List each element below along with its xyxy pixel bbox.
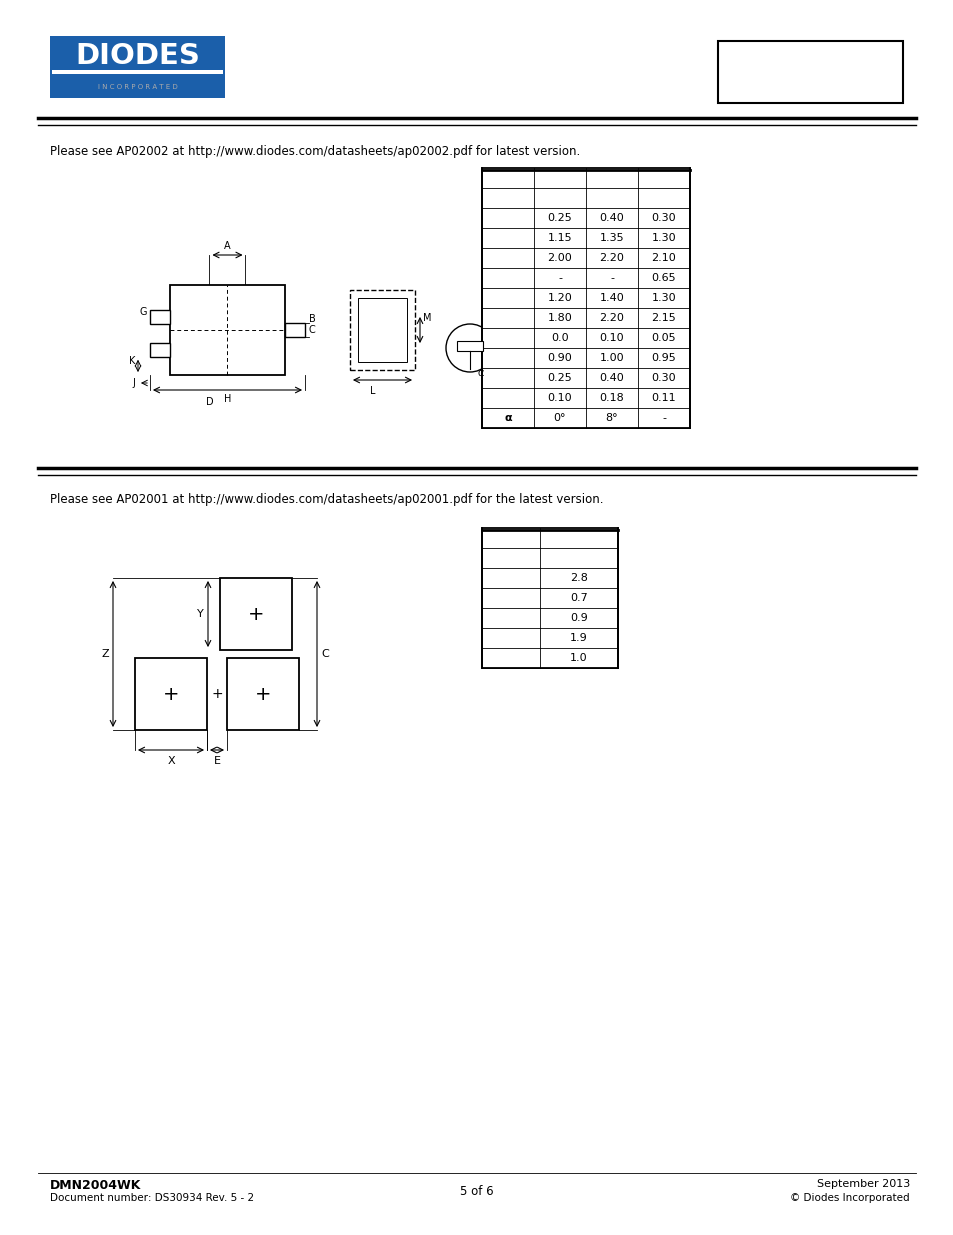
- Text: 8°: 8°: [605, 412, 618, 424]
- Text: C: C: [309, 325, 315, 335]
- Bar: [227, 658, 298, 730]
- Text: 0.10: 0.10: [599, 333, 623, 343]
- Text: 0.40: 0.40: [599, 212, 623, 224]
- Bar: [135, 658, 207, 730]
- Text: 0.05: 0.05: [651, 333, 676, 343]
- Text: E: E: [213, 756, 220, 766]
- Bar: [481, 529, 618, 668]
- Text: 0.40: 0.40: [599, 373, 623, 383]
- Text: Z: Z: [101, 650, 109, 659]
- Text: +: +: [163, 684, 179, 704]
- Text: K: K: [129, 357, 135, 367]
- Text: 1.30: 1.30: [651, 293, 676, 303]
- Text: 0.30: 0.30: [651, 212, 676, 224]
- Text: Please see AP02002 at http://www.diodes.com/datasheets/ap02002.pdf for latest ve: Please see AP02002 at http://www.diodes.…: [50, 144, 579, 158]
- Text: L: L: [370, 387, 375, 396]
- Text: 0.7: 0.7: [570, 593, 587, 603]
- Text: B: B: [309, 314, 315, 325]
- Text: I N C O R P O R A T E D: I N C O R P O R A T E D: [97, 84, 177, 90]
- Text: 2.20: 2.20: [598, 253, 624, 263]
- Text: A: A: [224, 241, 231, 251]
- Text: -: -: [661, 412, 665, 424]
- Bar: [285, 324, 305, 337]
- Bar: [50, 36, 225, 98]
- Text: 1.20: 1.20: [547, 293, 572, 303]
- Bar: [220, 578, 292, 650]
- Text: 0.90: 0.90: [547, 353, 572, 363]
- Text: X: X: [167, 756, 174, 766]
- Circle shape: [446, 324, 494, 372]
- Text: 2.20: 2.20: [598, 312, 624, 324]
- Text: α: α: [503, 412, 511, 424]
- Text: 0.9: 0.9: [570, 613, 587, 622]
- Text: 5 of 6: 5 of 6: [459, 1186, 494, 1198]
- Text: Y: Y: [197, 609, 204, 619]
- Text: 0.25: 0.25: [547, 212, 572, 224]
- Bar: [170, 285, 285, 375]
- Text: © Diodes Incorporated: © Diodes Incorporated: [789, 1193, 909, 1203]
- Text: 1.80: 1.80: [547, 312, 572, 324]
- Text: 0.11: 0.11: [651, 393, 676, 403]
- Text: 0.95: 0.95: [651, 353, 676, 363]
- Text: 2.8: 2.8: [570, 573, 587, 583]
- Text: 1.0: 1.0: [570, 653, 587, 663]
- Text: September 2013: September 2013: [816, 1179, 909, 1189]
- Text: 0.30: 0.30: [651, 373, 676, 383]
- Text: +: +: [254, 684, 271, 704]
- Bar: [52, 70, 223, 74]
- Text: α: α: [477, 368, 484, 378]
- Text: -: -: [558, 273, 561, 283]
- Text: Please see AP02001 at http://www.diodes.com/datasheets/ap02001.pdf for the lates: Please see AP02001 at http://www.diodes.…: [50, 493, 603, 506]
- Text: D: D: [206, 396, 213, 408]
- Text: M: M: [422, 312, 431, 324]
- Text: +: +: [211, 687, 223, 701]
- Text: 1.00: 1.00: [599, 353, 623, 363]
- Text: 2.15: 2.15: [651, 312, 676, 324]
- Text: G: G: [139, 308, 147, 317]
- Text: 2.10: 2.10: [651, 253, 676, 263]
- Text: 0°: 0°: [553, 412, 566, 424]
- Text: 0.0: 0.0: [551, 333, 568, 343]
- Text: 1.35: 1.35: [599, 233, 623, 243]
- Bar: [481, 168, 689, 429]
- Text: 0.25: 0.25: [547, 373, 572, 383]
- Bar: [350, 290, 415, 370]
- Text: 0.65: 0.65: [651, 273, 676, 283]
- Bar: [718, 41, 902, 103]
- Text: 1.30: 1.30: [651, 233, 676, 243]
- Text: 0.18: 0.18: [599, 393, 623, 403]
- Text: C: C: [320, 650, 329, 659]
- Text: +: +: [248, 604, 264, 624]
- Text: 0.10: 0.10: [547, 393, 572, 403]
- Text: H: H: [224, 394, 231, 404]
- Text: 1.15: 1.15: [547, 233, 572, 243]
- Text: J: J: [132, 378, 135, 388]
- Text: 1.9: 1.9: [570, 634, 587, 643]
- Text: Document number: DS30934 Rev. 5 - 2: Document number: DS30934 Rev. 5 - 2: [50, 1193, 253, 1203]
- Bar: [357, 298, 407, 362]
- Bar: [150, 343, 170, 357]
- Text: -: -: [609, 273, 614, 283]
- Bar: [456, 341, 482, 351]
- Text: 1.40: 1.40: [599, 293, 623, 303]
- Text: DIODES: DIODES: [75, 42, 200, 70]
- Bar: [150, 310, 170, 324]
- Text: DMN2004WK: DMN2004WK: [50, 1179, 141, 1192]
- Text: 2.00: 2.00: [547, 253, 572, 263]
